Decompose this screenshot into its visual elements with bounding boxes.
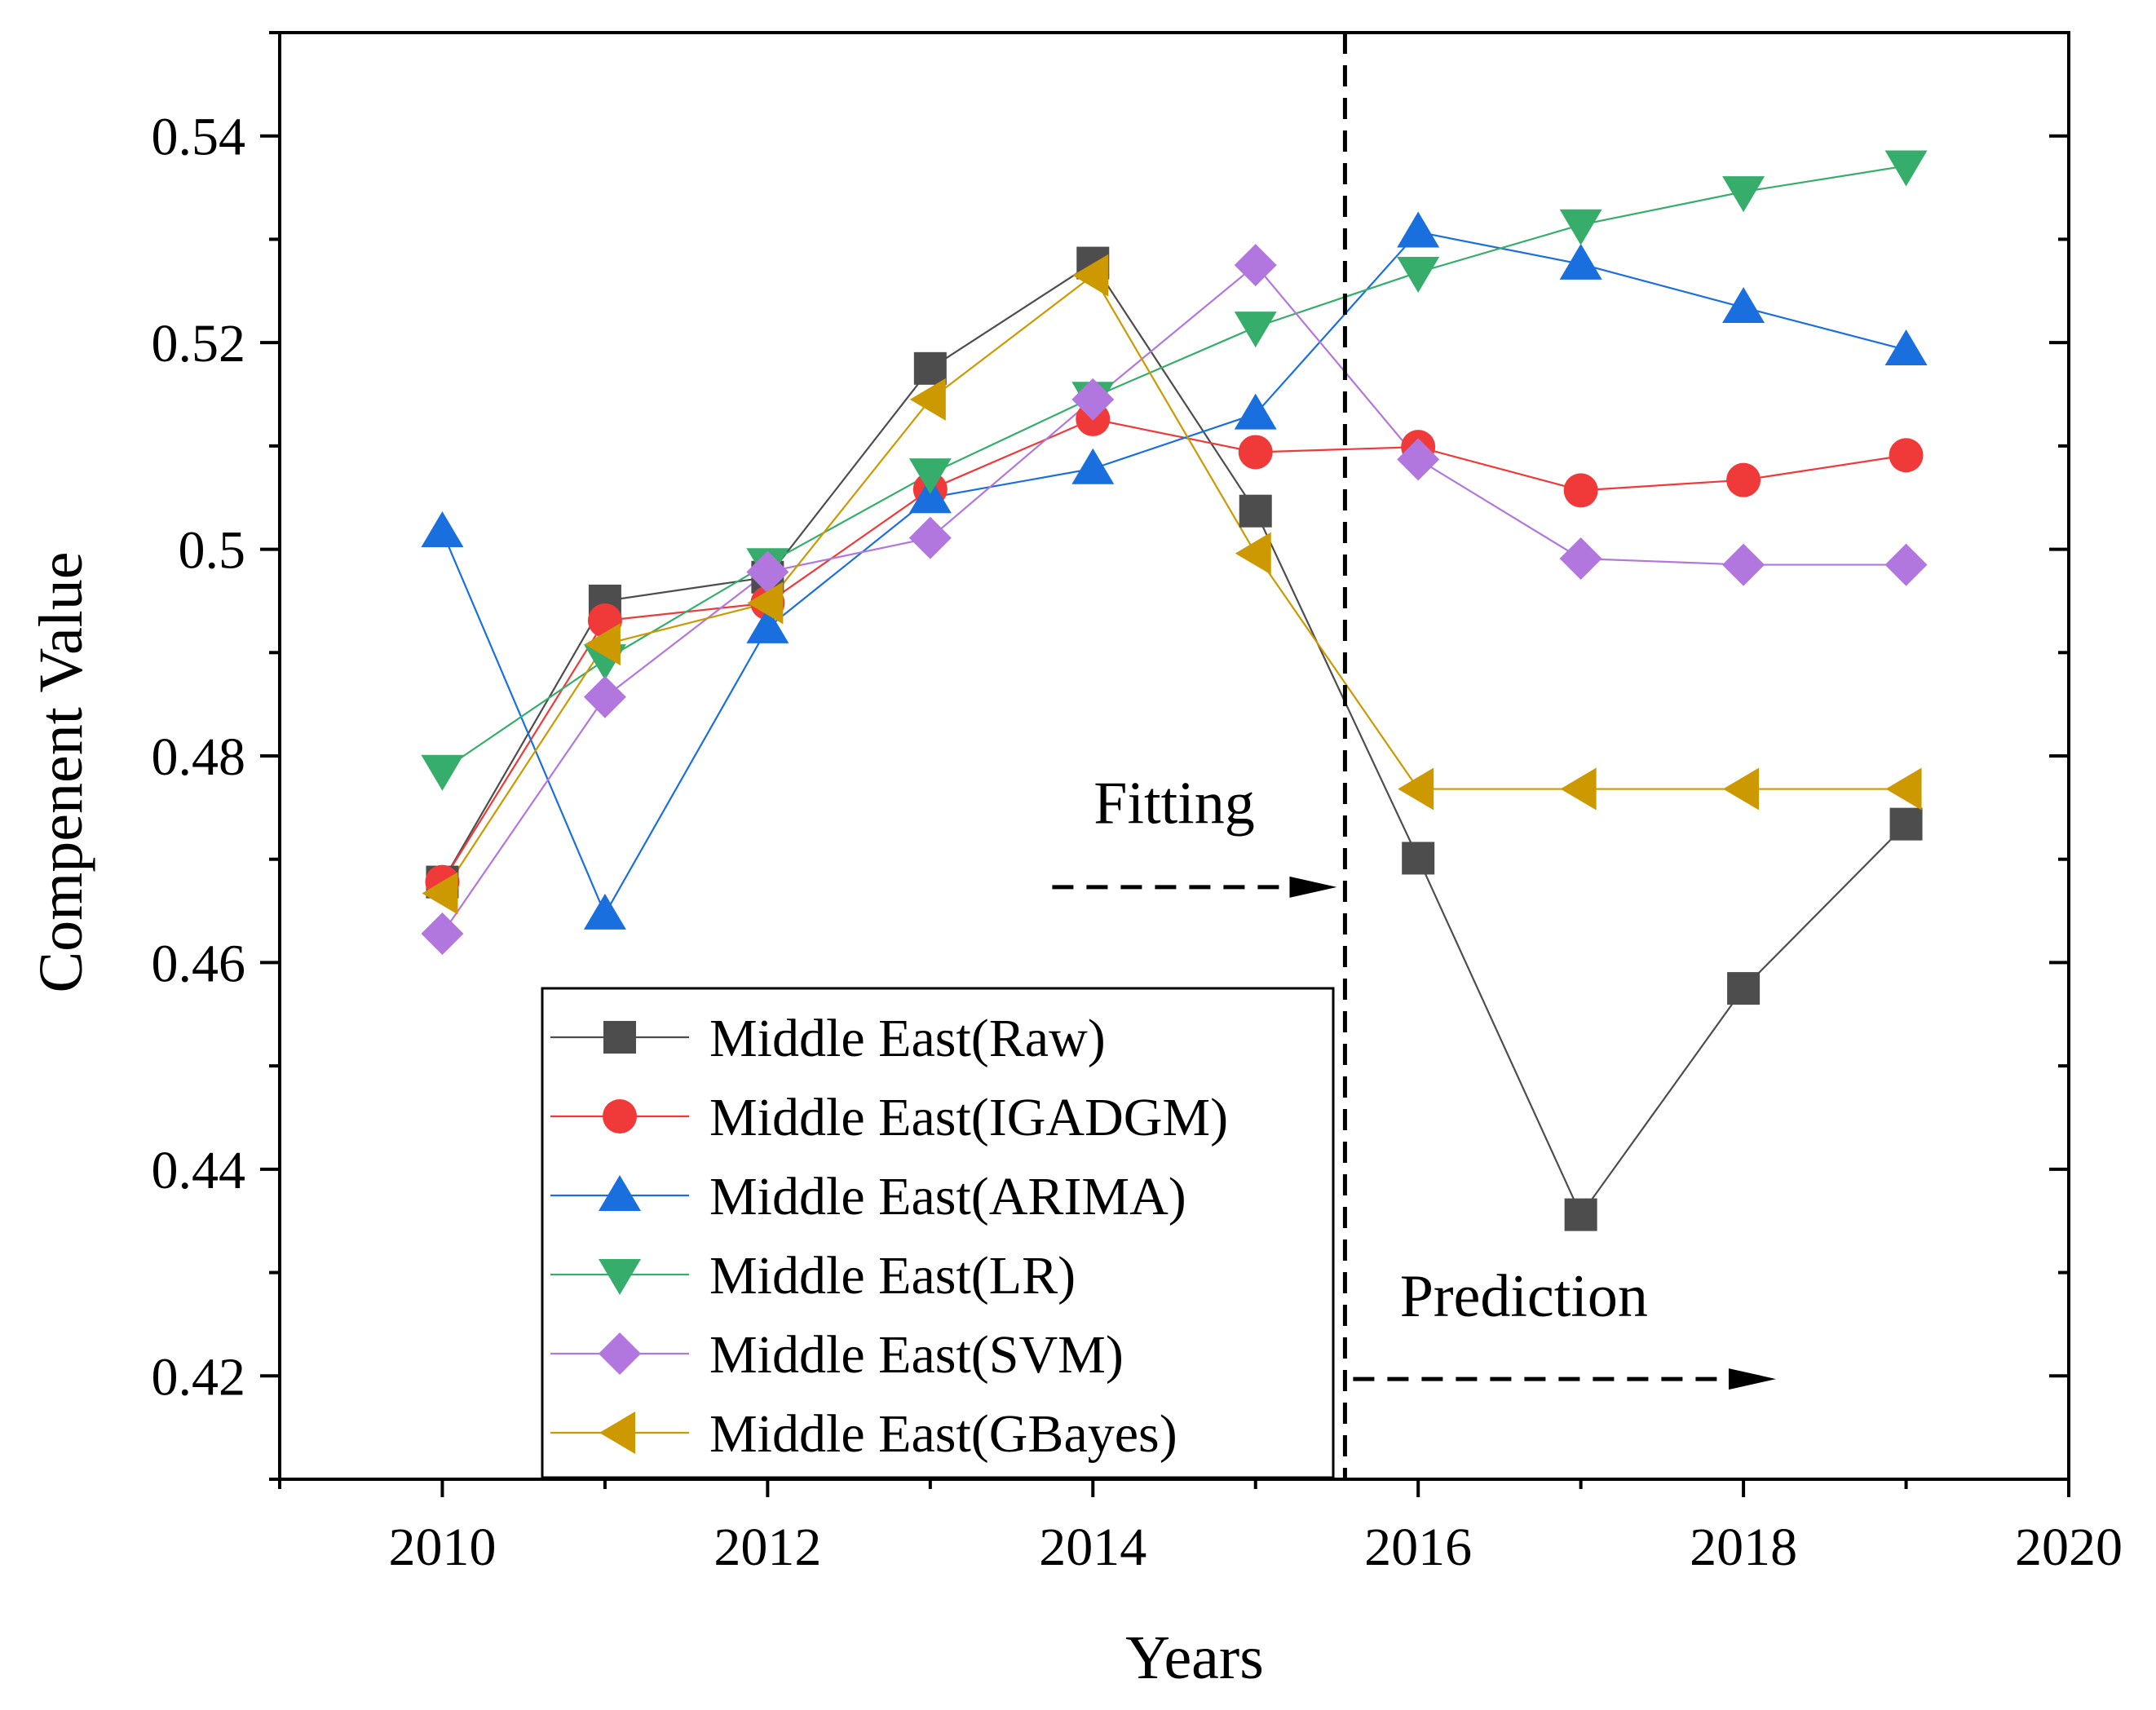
data-point [1884, 150, 1928, 187]
legend-label: Middle East(Raw) [709, 1009, 1106, 1068]
data-point [1564, 1198, 1597, 1231]
data-point [1560, 767, 1597, 811]
data-point [1398, 767, 1434, 811]
data-point [1234, 312, 1277, 348]
y-tick-label: 0.46 [152, 934, 246, 993]
series-line [441, 231, 1906, 917]
data-point [1559, 537, 1602, 580]
y-tick-label: 0.54 [152, 108, 246, 167]
data-point [1397, 211, 1440, 248]
data-point [583, 675, 626, 718]
data-point [1722, 176, 1765, 213]
y-tick-label: 0.44 [152, 1141, 246, 1200]
annotation-arrowhead [1728, 1368, 1776, 1390]
data-point [908, 477, 952, 514]
data-point [1727, 972, 1761, 1005]
data-point [1563, 473, 1598, 508]
data-point [1072, 254, 1109, 297]
data-point [422, 872, 458, 915]
y-tick-label: 0.48 [152, 727, 246, 787]
x-tick-label: 2016 [1364, 1518, 1472, 1577]
data-point [909, 378, 946, 421]
y-tick-label: 0.5 [179, 521, 246, 581]
legend-marker [603, 1021, 636, 1054]
annotation-arrowhead [1289, 876, 1337, 898]
data-point [1402, 842, 1435, 875]
data-point [1885, 767, 1922, 811]
legend-marker [599, 1412, 635, 1454]
annotation-label: Fitting [1093, 770, 1254, 837]
data-point [1889, 807, 1923, 841]
x-tick-label: 2010 [388, 1518, 496, 1577]
data-point [1722, 543, 1765, 586]
data-point [913, 351, 947, 385]
data-point [1234, 393, 1277, 430]
data-point [583, 893, 626, 930]
data-point [747, 581, 784, 625]
x-axis-title: Years [1125, 1624, 1264, 1692]
legend-marker [599, 1175, 641, 1211]
data-point [1884, 329, 1928, 366]
legend-label: Middle East(IGADGM) [709, 1088, 1228, 1147]
x-tick-label: 2020 [2015, 1518, 2123, 1577]
data-point [584, 623, 621, 666]
data-point [1071, 378, 1115, 421]
legend-marker [599, 1332, 641, 1375]
x-tick-label: 2014 [1039, 1518, 1146, 1577]
data-point [1722, 287, 1765, 324]
data-point [1889, 438, 1924, 473]
data-point [1239, 494, 1272, 528]
data-point [1723, 767, 1760, 811]
data-point [1235, 532, 1271, 575]
data-point [1397, 256, 1440, 293]
series-line [441, 262, 1907, 1217]
legend-marker [603, 1099, 637, 1133]
series-line [441, 165, 1906, 771]
y-tick-label: 0.52 [152, 314, 246, 373]
data-point [908, 516, 952, 559]
series-line [441, 274, 1906, 895]
x-tick-label: 2018 [1690, 1518, 1797, 1577]
data-point [1397, 438, 1440, 481]
legend-label: Middle East(LR) [709, 1246, 1076, 1306]
data-point [1726, 462, 1761, 497]
annotation-label: Prediction [1400, 1263, 1648, 1330]
data-point [1234, 244, 1277, 287]
data-point [421, 754, 464, 791]
data-point [1238, 435, 1273, 470]
data-point [1884, 543, 1928, 586]
y-tick-label: 0.42 [152, 1347, 246, 1407]
data-point [421, 912, 464, 955]
legend-label: Middle East(ARIMA) [709, 1167, 1186, 1226]
legend-marker [599, 1259, 641, 1295]
data-point [1559, 209, 1602, 245]
legend-label: Middle East(GBayes) [709, 1404, 1177, 1464]
data-point [1071, 448, 1115, 484]
y-axis-title: Compenent Value [27, 551, 95, 992]
data-point [421, 511, 464, 548]
series-line [441, 263, 1906, 935]
data-point [908, 458, 952, 495]
x-tick-label: 2012 [714, 1518, 821, 1577]
legend-label: Middle East(SVM) [709, 1325, 1124, 1385]
data-point [746, 607, 789, 643]
data-point [1559, 243, 1602, 280]
legend-box [541, 987, 1335, 1479]
data-point [746, 550, 789, 594]
